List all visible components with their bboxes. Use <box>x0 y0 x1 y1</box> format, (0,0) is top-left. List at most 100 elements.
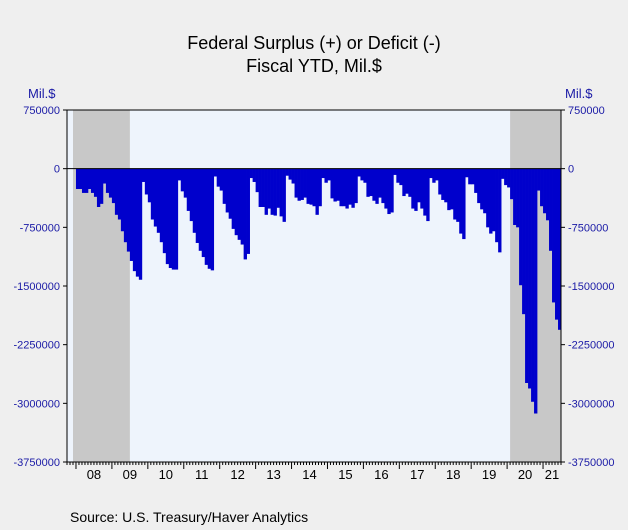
bar-24166 <box>285 168 289 176</box>
bar-24247 <box>528 168 532 389</box>
bar-24160 <box>267 168 271 209</box>
bar-24195 <box>372 168 376 201</box>
bar-24205 <box>402 168 406 197</box>
bar-24102 <box>93 168 98 197</box>
bar-24255 <box>552 168 556 303</box>
x-tick-label-20: 20 <box>518 467 532 482</box>
bar-24098 <box>81 168 86 193</box>
bar-24186 <box>345 168 349 209</box>
bar-24214 <box>429 168 433 179</box>
bar-24124 <box>159 168 164 243</box>
bar-24114 <box>129 168 134 261</box>
bar-24113 <box>126 168 131 252</box>
y-axis-unit-right: Mil.$ <box>565 86 593 101</box>
recession-band-1 <box>72 110 130 462</box>
bar-24242 <box>513 168 517 225</box>
bar-24141 <box>210 168 215 271</box>
bar-24184 <box>339 168 343 207</box>
bar-24245 <box>522 168 526 315</box>
bar-24185 <box>342 168 346 207</box>
bar-24227 <box>468 168 472 185</box>
bar-24237 <box>498 168 502 253</box>
bar-24181 <box>330 168 334 199</box>
bar-24235 <box>492 168 496 232</box>
bar-24179 <box>324 168 328 183</box>
x-tick-label-08: 08 <box>87 467 101 482</box>
bar-24176 <box>315 168 319 215</box>
bar-24220 <box>447 168 451 211</box>
bar-24233 <box>486 168 490 228</box>
bar-24165 <box>282 168 286 222</box>
y-tick-label-right: -3750000 <box>568 457 615 469</box>
bar-24096 <box>75 168 80 190</box>
bar-24169 <box>294 168 298 198</box>
bar-24110 <box>117 168 122 220</box>
bar-24139 <box>204 168 209 265</box>
chart-title: Federal Surplus (+) or Deficit (-) <box>187 33 441 53</box>
bar-24213 <box>426 168 430 222</box>
bar-24203 <box>396 168 400 183</box>
bar-24246 <box>525 168 529 383</box>
x-tick-label-19: 19 <box>482 467 496 482</box>
bar-24190 <box>357 168 361 177</box>
bar-24236 <box>495 168 499 243</box>
y-tick-label-left: -3000000 <box>14 398 61 410</box>
bar-24224 <box>459 168 463 234</box>
bar-24155 <box>252 168 256 182</box>
bar-24151 <box>240 168 244 245</box>
bar-24130 <box>177 168 182 181</box>
bar-24196 <box>375 168 379 204</box>
y-tick-label-left: -750000 <box>20 222 60 234</box>
bar-24137 <box>198 168 203 251</box>
bar-24225 <box>462 168 466 240</box>
bar-24228 <box>471 168 475 185</box>
bar-24152 <box>243 168 247 260</box>
bar-24127 <box>168 168 173 269</box>
bar-24171 <box>300 168 304 200</box>
bar-24136 <box>195 168 200 243</box>
bar-24164 <box>279 168 283 217</box>
bar-24144 <box>219 168 224 191</box>
x-tick-label-09: 09 <box>123 467 137 482</box>
bar-24198 <box>381 168 385 204</box>
bar-24120 <box>147 168 152 203</box>
bar-24202 <box>393 168 397 175</box>
bar-24116 <box>135 168 140 277</box>
bar-24117 <box>138 168 143 280</box>
bar-24218 <box>441 168 445 200</box>
bar-24105 <box>102 168 107 184</box>
bar-24150 <box>237 168 241 240</box>
bar-24163 <box>276 168 280 208</box>
bar-24177 <box>318 168 322 207</box>
bar-24147 <box>228 168 233 219</box>
bar-24119 <box>144 168 149 195</box>
bar-24159 <box>264 168 268 215</box>
y-tick-label-left: -2250000 <box>14 340 61 352</box>
bar-24175 <box>312 168 316 207</box>
bar-24168 <box>291 168 295 184</box>
bar-24217 <box>438 168 442 195</box>
bar-24188 <box>351 168 355 208</box>
x-tick-label-16: 16 <box>374 467 388 482</box>
bar-24212 <box>423 168 427 216</box>
x-tick-label-10: 10 <box>159 467 173 482</box>
bar-24107 <box>108 168 113 198</box>
bar-24229 <box>474 168 478 193</box>
bar-24239 <box>504 168 508 186</box>
bar-24252 <box>543 168 547 214</box>
bar-24248 <box>531 168 535 402</box>
bar-24101 <box>90 168 95 193</box>
bar-24123 <box>156 168 161 233</box>
bar-24128 <box>171 168 176 270</box>
bar-24133 <box>186 168 191 211</box>
bar-24132 <box>183 168 188 198</box>
bar-24143 <box>216 168 221 187</box>
bar-24254 <box>549 168 553 251</box>
bar-24193 <box>366 168 370 197</box>
bar-24112 <box>123 168 128 243</box>
bar-24138 <box>201 168 206 258</box>
y-tick-label-right: 0 <box>568 164 574 176</box>
bar-24257 <box>558 168 562 330</box>
bar-24183 <box>336 168 340 201</box>
bar-24162 <box>273 168 277 216</box>
